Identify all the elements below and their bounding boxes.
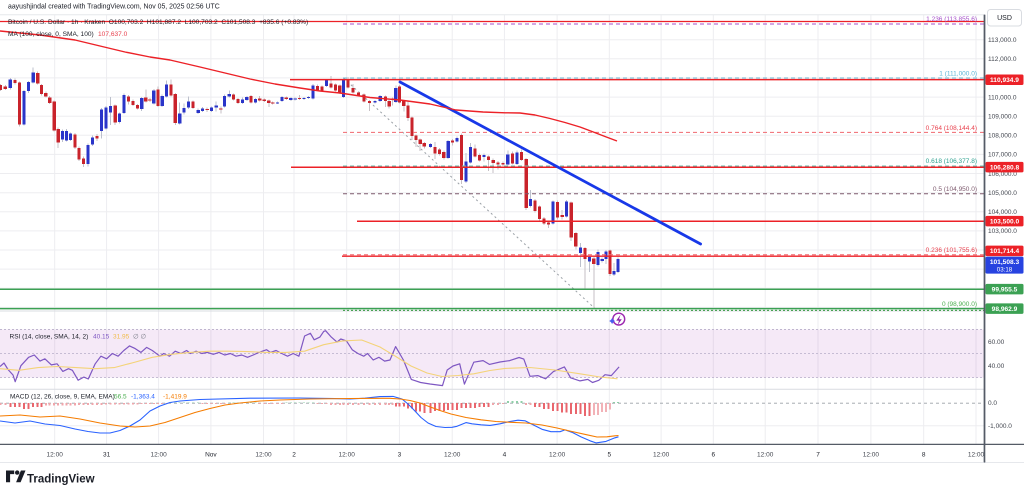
svg-text:107,000.0: 107,000.0 <box>988 152 1017 159</box>
svg-text:-1,363.4: -1,363.4 <box>131 394 155 401</box>
svg-text:12:00: 12:00 <box>549 451 566 458</box>
svg-text:104,000.0: 104,000.0 <box>988 209 1017 216</box>
svg-text:0.618 (106,377.8): 0.618 (106,377.8) <box>926 158 977 165</box>
svg-text:8: 8 <box>922 451 926 458</box>
svg-text:101,508.3: 101,508.3 <box>990 259 1020 266</box>
svg-text:12:00: 12:00 <box>653 451 670 458</box>
svg-text:31: 31 <box>103 451 111 458</box>
svg-text:110,000.0: 110,000.0 <box>988 94 1017 101</box>
svg-text:2: 2 <box>292 451 296 458</box>
svg-text:101,714.4: 101,714.4 <box>990 248 1020 255</box>
svg-text:110,934.9: 110,934.9 <box>990 77 1019 84</box>
svg-text:12:00: 12:00 <box>47 451 64 458</box>
svg-text:105,000.0: 105,000.0 <box>988 190 1017 197</box>
svg-text:USD: USD <box>997 15 1012 22</box>
svg-text:0.236 (101,755.6): 0.236 (101,755.6) <box>926 247 977 254</box>
svg-text:0 (98,900.0): 0 (98,900.0) <box>942 301 977 308</box>
svg-text:-1,419.9: -1,419.9 <box>163 394 187 401</box>
svg-text:31.95: 31.95 <box>113 333 130 340</box>
svg-text:103,000.0: 103,000.0 <box>988 228 1017 235</box>
svg-text:5: 5 <box>607 451 611 458</box>
svg-text:Nov: Nov <box>205 451 217 458</box>
svg-text:12:00: 12:00 <box>444 451 461 458</box>
svg-text:56.5: 56.5 <box>114 394 127 401</box>
svg-text:-1,000.0: -1,000.0 <box>988 423 1012 430</box>
svg-text:113,000.0: 113,000.0 <box>988 37 1017 44</box>
svg-text:109,000.0: 109,000.0 <box>988 114 1017 121</box>
svg-text:98,962.9: 98,962.9 <box>992 306 1018 313</box>
svg-text:TradingView: TradingView <box>27 473 95 485</box>
svg-text:7: 7 <box>816 451 820 458</box>
svg-text:0.0: 0.0 <box>988 400 997 407</box>
svg-text:99,955.5: 99,955.5 <box>992 287 1018 294</box>
svg-text:1 (111,000.0): 1 (111,000.0) <box>939 71 977 78</box>
svg-text:6: 6 <box>711 451 715 458</box>
svg-text:108,000.0: 108,000.0 <box>988 133 1017 140</box>
svg-text:60.00: 60.00 <box>988 339 1005 346</box>
svg-text:4: 4 <box>503 451 507 458</box>
svg-text:03:18: 03:18 <box>997 267 1013 274</box>
svg-text:MACD (12, 26, close, 9, EMA, E: MACD (12, 26, close, 9, EMA, EMA) <box>10 394 115 401</box>
svg-text:12:00: 12:00 <box>863 451 880 458</box>
svg-text:RSI (14, close, SMA, 14, 2): RSI (14, close, SMA, 14, 2) <box>10 333 89 340</box>
svg-text:40.15: 40.15 <box>93 333 110 340</box>
svg-text:12:00: 12:00 <box>968 451 985 458</box>
svg-text:107,637.0: 107,637.0 <box>98 31 128 38</box>
svg-text:1.236 (113,855.6): 1.236 (113,855.6) <box>926 16 977 23</box>
svg-text:∅ ∅: ∅ ∅ <box>133 333 146 340</box>
svg-text:106,000.0: 106,000.0 <box>988 171 1017 178</box>
svg-text:aayushjindal created with Trad: aayushjindal created with TradingView.co… <box>8 4 220 11</box>
svg-text:103,500.0: 103,500.0 <box>990 219 1020 226</box>
svg-text:3: 3 <box>398 451 402 458</box>
svg-text:12:00: 12:00 <box>150 451 167 458</box>
svg-text:12:00: 12:00 <box>339 451 356 458</box>
svg-text:112,000.0: 112,000.0 <box>988 56 1017 63</box>
svg-text:12:00: 12:00 <box>757 451 774 458</box>
svg-text:106,280.8: 106,280.8 <box>990 165 1020 172</box>
svg-text:12:00: 12:00 <box>255 451 272 458</box>
svg-text:40.00: 40.00 <box>988 363 1005 370</box>
svg-text:0.764 (108,144.4): 0.764 (108,144.4) <box>926 125 977 132</box>
svg-text:0.5 (104,950.0): 0.5 (104,950.0) <box>933 186 977 193</box>
svg-text:Bitcoin / U.S. Dollar · 1h · K: Bitcoin / U.S. Dollar · 1h · Kraken O100… <box>8 19 308 26</box>
svg-text:MA (100, close, 0, SMA, 100): MA (100, close, 0, SMA, 100) <box>8 31 94 38</box>
